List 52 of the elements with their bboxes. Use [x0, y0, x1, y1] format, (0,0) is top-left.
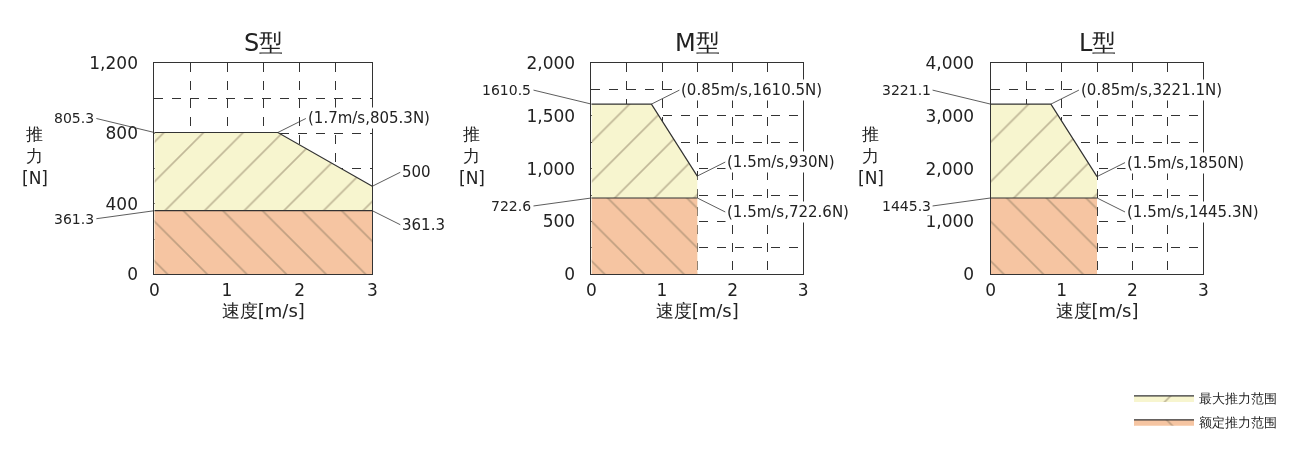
legend-label: 最大推力范围 [1199, 391, 1277, 407]
y-tick-label: 400 [105, 193, 138, 214]
x-tick-label: 2 [727, 279, 738, 300]
y-tick-label: 1,200 [89, 52, 138, 73]
chart-title: L型 [1079, 29, 1117, 57]
x-tick-label: 1 [1056, 279, 1067, 300]
x-tick-label: 2 [1127, 279, 1138, 300]
y-tick-label: 1,000 [526, 158, 576, 179]
chart-title: S型 [244, 29, 284, 57]
y-tick-label: 0 [963, 264, 975, 285]
annotation: (0.85m/s,3221.1N) [1081, 81, 1223, 99]
y-tick-label: 2,000 [526, 52, 576, 73]
y-tick-label: 0 [564, 264, 576, 285]
y-tick-label: 2,000 [925, 158, 975, 179]
annotation: 361.3 [402, 216, 445, 234]
annotation: 500 [402, 163, 431, 181]
annotation: (1.7m/s,805.3N) [308, 109, 430, 127]
x-tick-label: 0 [985, 279, 996, 300]
annotation: (1.5m/s,1850N) [1127, 154, 1245, 172]
y-tick-label: 1,000 [925, 211, 975, 232]
y-tick-label: 500 [542, 211, 576, 232]
annotation: (1.5m/s,1445.3N) [1127, 203, 1259, 221]
x-tick-label: 0 [148, 279, 160, 300]
y-tick-label: 1,500 [526, 105, 576, 126]
x-axis-title: 速度[m/s] [221, 299, 305, 321]
x-tick-label: 3 [366, 279, 378, 300]
annotation: 722.6 [491, 198, 532, 214]
y-tick-label: 4,000 [925, 52, 975, 73]
x-tick-label: 2 [294, 279, 306, 300]
annotation: 805.3 [54, 110, 95, 126]
x-tick-label: 3 [797, 279, 809, 300]
annotation: (0.85m/s,1610.5N) [681, 81, 823, 99]
x-axis-title: 速度[m/s] [655, 299, 739, 321]
y-tick-label: 0 [127, 264, 138, 285]
y-axis-title: 推力[N] [459, 124, 485, 189]
annotation: 1610.5 [482, 82, 531, 98]
y-axis-title: 推力[N] [22, 124, 48, 189]
annotation: 361.3 [54, 211, 95, 227]
y-axis-title: 推力[N] [858, 124, 884, 189]
y-tick-label: 800 [105, 123, 138, 144]
legend-label: 额定推力范围 [1199, 414, 1277, 430]
annotation: (1.5m/s,722.6N) [727, 203, 849, 221]
annotation: 3221.1 [882, 82, 931, 98]
annotation: 1445.3 [882, 198, 931, 214]
x-axis-title: 速度[m/s] [1055, 299, 1139, 321]
x-tick-label: 1 [656, 279, 668, 300]
x-tick-label: 0 [586, 279, 597, 300]
y-tick-label: 3,000 [925, 105, 975, 126]
chart-title: M型 [675, 29, 720, 57]
x-tick-label: 1 [221, 279, 233, 300]
annotation: (1.5m/s,930N) [727, 153, 835, 171]
x-tick-label: 3 [1198, 279, 1209, 300]
